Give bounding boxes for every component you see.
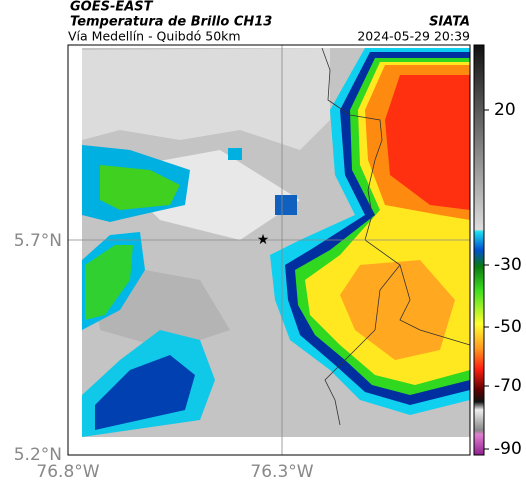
colorbar bbox=[473, 44, 485, 456]
lat-label: 5.7°N bbox=[14, 231, 62, 251]
lon-label: 76.8°W bbox=[36, 462, 99, 482]
colorbar-tick-label: -70 bbox=[494, 376, 522, 396]
source-name: SIATA bbox=[429, 15, 470, 30]
satellite-name: GOES-EAST bbox=[70, 0, 154, 15]
location-star: ★ bbox=[257, 232, 270, 248]
colorbar-ticks: 20 -30 -50 -70 -90 bbox=[484, 100, 522, 459]
colorbar-tick-label: 20 bbox=[494, 100, 516, 120]
colorbar-tick-label: -90 bbox=[494, 439, 522, 459]
product-name: Temperatura de Brillo CH13 bbox=[70, 15, 272, 30]
timestamp: 2024-05-29 20:39 bbox=[357, 29, 470, 44]
colorbar-tick-label: -30 bbox=[494, 255, 522, 275]
satellite-image bbox=[82, 48, 470, 437]
lon-label: 76.3°W bbox=[250, 462, 313, 482]
lat-label: 5.2°N bbox=[14, 445, 62, 465]
borders bbox=[321, 47, 471, 426]
colorbar-tick-label: -50 bbox=[494, 317, 522, 337]
region-name: Vía Medellín - Quibdó 50km bbox=[68, 29, 241, 44]
map-frame bbox=[67, 44, 471, 456]
